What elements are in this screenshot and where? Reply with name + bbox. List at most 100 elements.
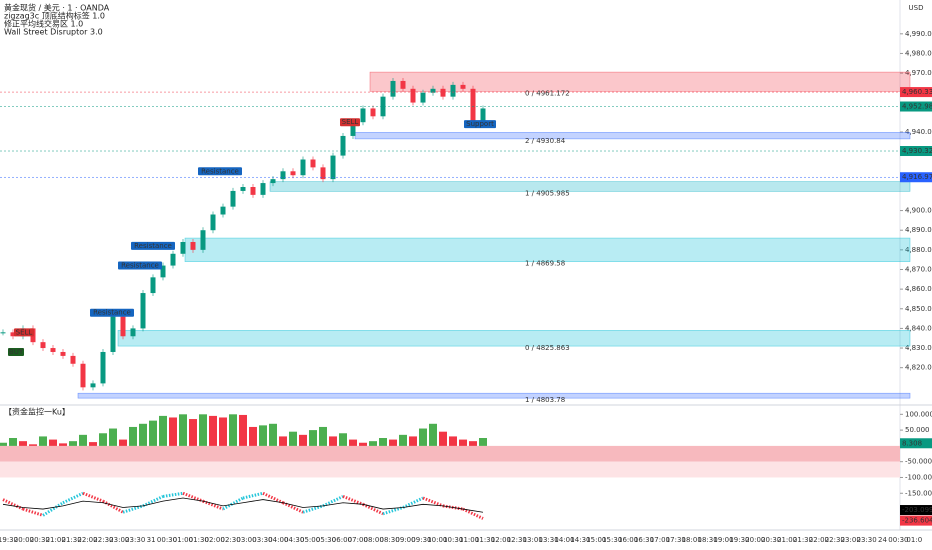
hist-bar — [309, 430, 317, 446]
y-tick-label: 4,830.000 — [905, 344, 932, 352]
hist-bar — [59, 443, 67, 446]
candle — [220, 206, 226, 215]
y-tick-label: 4,990.000 — [905, 30, 932, 38]
zone-label: 1 / 4869.58 — [525, 260, 565, 268]
x-tick-label: 23:30 — [857, 536, 877, 544]
signal-marker — [118, 261, 162, 270]
signal-label: BUY — [9, 348, 24, 356]
x-tick-label: 20:00 — [745, 536, 765, 544]
x-tick-label: 19:00 — [713, 536, 733, 544]
hist-bar — [259, 425, 267, 446]
x-tick-label: 19:30 — [0, 536, 18, 544]
wave-segment — [362, 502, 384, 516]
x-tick-label: 06:00 — [332, 536, 352, 544]
signal-marker — [14, 328, 34, 337]
price-label: 4,930.327 — [902, 147, 932, 155]
y-tick-label: -150.000 — [905, 489, 932, 497]
hist-bar — [279, 436, 287, 446]
hist-bar — [79, 434, 87, 446]
hist-bar — [99, 433, 107, 446]
y-tick-label: -100.000 — [905, 473, 932, 481]
candle — [170, 253, 176, 266]
x-tick-label: 31 — [147, 536, 156, 544]
osc-title: 【资金监控一Ku】 — [4, 407, 70, 417]
hist-bar — [339, 433, 347, 446]
wave-segment — [382, 506, 404, 516]
signal-marker — [131, 241, 175, 250]
candle — [300, 159, 306, 176]
x-tick-label: 22:00 — [809, 536, 829, 544]
x-tick-label: 24 — [878, 536, 887, 544]
x-tick-label: 01:0 — [906, 536, 922, 544]
candle — [100, 351, 106, 384]
x-tick-label: 03:30 — [252, 536, 272, 544]
candle — [360, 108, 366, 123]
x-tick-label: 22:30 — [825, 536, 845, 544]
hist-bar — [349, 439, 357, 446]
wave-segment — [402, 496, 424, 509]
hist-bar — [289, 431, 297, 446]
x-tick-label: 20:00 — [14, 536, 34, 544]
signal-label: Support — [466, 120, 494, 128]
candle — [150, 277, 156, 294]
zone-label: 1 / 4803.78 — [525, 396, 565, 404]
y-tick-label: 4,900.000 — [905, 207, 932, 215]
zone-label: 2 / 4930.84 — [525, 137, 566, 145]
x-tick-label: 17:30 — [666, 536, 686, 544]
y-tick-label: 4,940.000 — [905, 128, 932, 136]
hist-bar — [109, 428, 117, 446]
y-tick-label: 4,880.000 — [905, 246, 932, 254]
candle — [80, 363, 86, 388]
hist-bar — [249, 426, 257, 446]
value-label: 8.308 — [902, 439, 922, 447]
value-label: -203.099 — [902, 506, 932, 514]
hist-bar — [469, 441, 477, 446]
zone — [117, 330, 911, 347]
x-tick-label: 00:30 — [157, 536, 177, 544]
x-tick-label: 21:00 — [46, 536, 66, 544]
x-tick-label: 19:30 — [729, 536, 749, 544]
wave-segment — [262, 491, 284, 505]
x-tick-label: 21:30 — [62, 536, 82, 544]
candle — [120, 316, 126, 337]
wave-segment — [102, 499, 124, 514]
hist-bar — [449, 436, 457, 446]
hist-bar — [369, 441, 377, 446]
x-tick-label: 23:30 — [125, 536, 145, 544]
hist-bar — [269, 423, 277, 446]
y-tick-label: 4,860.000 — [905, 285, 932, 293]
wave-segment — [222, 496, 244, 511]
hist-bar — [229, 414, 237, 446]
signal-label: Resistance — [121, 262, 159, 270]
candle — [310, 159, 316, 168]
hist-bar — [179, 414, 187, 446]
y-tick-label: 4,850.000 — [905, 305, 932, 313]
zone-label: 0 / 4961.172 — [525, 89, 570, 97]
x-tick-label: 21:30 — [793, 536, 813, 544]
hist-bar — [129, 426, 137, 446]
hist-bar — [409, 436, 417, 446]
y-tick-label: -50.000 — [905, 458, 932, 466]
wave-segment — [202, 499, 224, 511]
hist-bar — [189, 419, 197, 446]
wave-segment — [162, 491, 184, 498]
x-tick-label: 04:30 — [284, 536, 304, 544]
hist-bar — [219, 417, 227, 446]
x-tick-label: 22:30 — [93, 536, 113, 544]
wave-segment — [342, 495, 364, 506]
hist-bar — [149, 420, 157, 446]
value-label-box — [900, 515, 932, 526]
candle — [190, 241, 196, 250]
x-tick-label: 05:30 — [316, 536, 336, 544]
price-label: 4,952.986 — [902, 103, 932, 111]
candle — [40, 342, 46, 349]
value-label: -236.604 — [902, 517, 932, 525]
indicator: Wall Street Disruptor 3.0 — [4, 28, 103, 37]
candle — [470, 88, 476, 123]
x-tick-label: 10:30 — [443, 536, 463, 544]
x-tick-label: 15:30 — [602, 536, 622, 544]
indicator: 修正平均线交易区 1.0 — [4, 19, 83, 29]
signal-label: Resistance — [134, 242, 172, 250]
hist-bar — [169, 417, 177, 446]
x-tick-label: 01:00 — [173, 536, 193, 544]
